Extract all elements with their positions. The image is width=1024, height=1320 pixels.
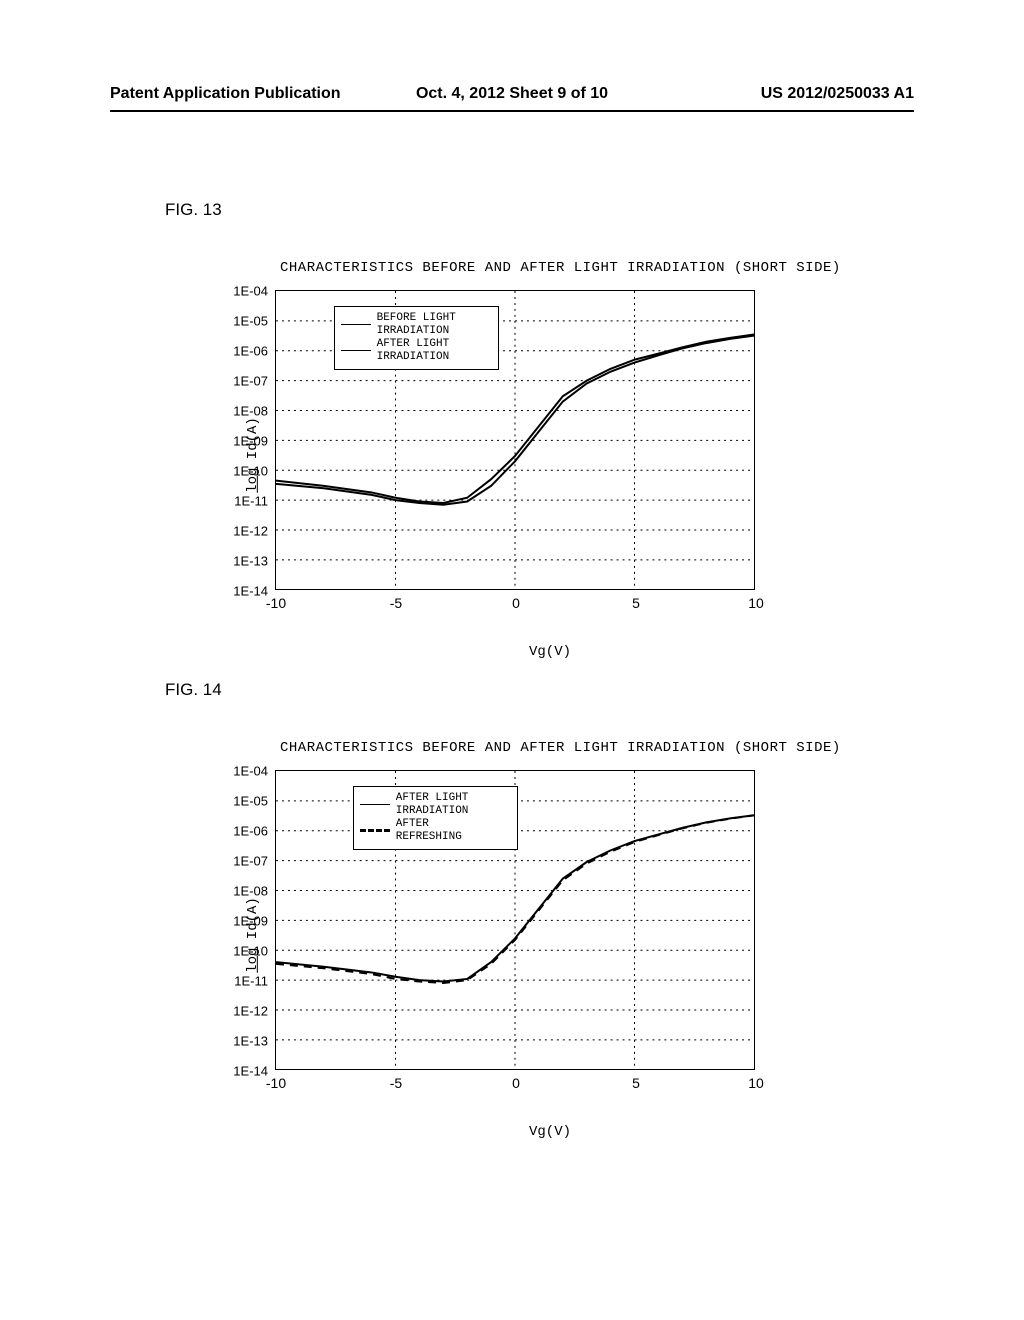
figure-13-chart: log Id(A) Vg(V) 1E-041E-051E-061E-071E-0… [275,290,825,620]
fig14-x-axis-label: Vg(V) [529,1124,571,1140]
header-center: Oct. 4, 2012 Sheet 9 of 10 [378,85,646,103]
legend-line-sample [360,829,390,832]
header-rule [110,110,914,112]
fig13-y-axis-label: log Id(A) [245,417,261,493]
y-tick-label: 1E-06 [233,824,268,839]
y-tick-label: 1E-11 [234,494,268,509]
legend-label: BEFORE LIGHTIRRADIATION [377,312,456,337]
y-tick-label: 1E-08 [233,884,268,899]
x-tick-label: 0 [512,595,520,611]
y-tick-label: 1E-07 [233,374,268,389]
y-tick-label: 1E-04 [233,284,268,299]
x-tick-label: -10 [266,595,286,611]
x-tick-label: 10 [748,1075,764,1091]
figure-13-label: FIG. 13 [165,200,222,220]
y-tick-label: 1E-14 [233,584,268,599]
x-tick-label: 0 [512,1075,520,1091]
fig14-plot-area: 1E-041E-051E-061E-071E-081E-091E-101E-11… [275,770,755,1070]
fig13-plot-area: 1E-041E-051E-061E-071E-081E-091E-101E-11… [275,290,755,590]
legend-item: AFTER LIGHTIRRADIATION [360,792,511,817]
x-tick-label: -10 [266,1075,286,1091]
header-right: US 2012/0250033 A1 [646,85,914,103]
y-tick-label: 1E-09 [233,914,268,929]
y-tick-label: 1E-05 [233,314,268,329]
legend-label: AFTER LIGHTIRRADIATION [377,338,450,363]
figure-14-chart: log Id(A) Vg(V) 1E-041E-051E-061E-071E-0… [275,770,825,1100]
chart-legend: AFTER LIGHTIRRADIATIONAFTERREFRESHING [353,786,518,850]
y-tick-label: 1E-12 [233,1004,268,1019]
fig14-y-axis-label: log Id(A) [245,897,261,973]
y-tick-label: 1E-14 [233,1064,268,1079]
y-tick-label: 1E-11 [234,974,268,989]
figure-13-title: CHARACTERISTICS BEFORE AND AFTER LIGHT I… [280,260,841,276]
figure-14-label: FIG. 14 [165,680,222,700]
legend-line-sample [341,350,371,351]
x-tick-label: 10 [748,595,764,611]
y-tick-label: 1E-12 [233,524,268,539]
legend-label: AFTER LIGHTIRRADIATION [396,792,469,817]
y-tick-label: 1E-06 [233,344,268,359]
y-tick-label: 1E-13 [233,1034,268,1049]
y-tick-label: 1E-10 [233,944,268,959]
legend-item: AFTER LIGHTIRRADIATION [341,338,492,363]
y-tick-label: 1E-08 [233,404,268,419]
page-header: Patent Application Publication Oct. 4, 2… [0,85,1024,103]
figure-14-title: CHARACTERISTICS BEFORE AND AFTER LIGHT I… [280,740,841,756]
fig13-x-axis-label: Vg(V) [529,644,571,660]
x-tick-label: -5 [390,1075,402,1091]
y-tick-label: 1E-09 [233,434,268,449]
legend-label: AFTERREFRESHING [396,818,462,843]
legend-item: AFTERREFRESHING [360,818,511,843]
y-tick-label: 1E-04 [233,764,268,779]
header-left: Patent Application Publication [110,85,378,103]
x-tick-label: -5 [390,595,402,611]
x-tick-label: 5 [632,1075,640,1091]
y-tick-label: 1E-05 [233,794,268,809]
legend-line-sample [360,804,390,805]
chart-legend: BEFORE LIGHTIRRADIATIONAFTER LIGHTIRRADI… [334,306,499,370]
y-tick-label: 1E-10 [233,464,268,479]
x-tick-label: 5 [632,595,640,611]
legend-line-sample [341,324,371,325]
y-tick-label: 1E-13 [233,554,268,569]
legend-item: BEFORE LIGHTIRRADIATION [341,312,492,337]
y-tick-label: 1E-07 [233,854,268,869]
